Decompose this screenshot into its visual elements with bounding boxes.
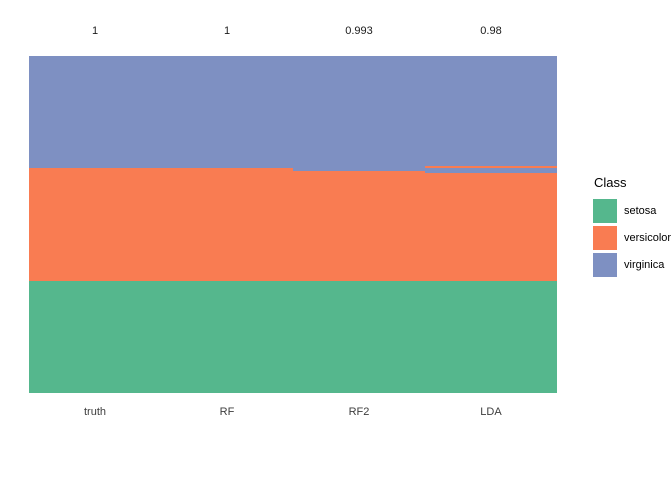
segment-setosa (161, 280, 293, 393)
legend-item-versicolor: versicolor (593, 226, 671, 250)
x-axis-label-RF2: RF2 (348, 406, 370, 418)
legend: Class setosa versicolor virginica (593, 175, 671, 280)
accuracy-annotation-RF: 1 (223, 25, 231, 37)
legend-swatch-versicolor (593, 226, 617, 250)
legend-title: Class (594, 175, 627, 190)
accuracy-annotation-truth: 1 (91, 25, 99, 37)
segment-versicolor (425, 166, 557, 169)
segment-setosa (425, 280, 557, 393)
mosaic-column-RF2 (293, 56, 425, 393)
legend-label-setosa: setosa (624, 205, 657, 217)
accuracy-annotation-RF2: 0.993 (345, 25, 373, 37)
legend-item-virginica: virginica (593, 253, 671, 277)
plot-area (29, 56, 557, 393)
segment-virginica (425, 168, 557, 173)
x-axis-label-RF: RF (219, 406, 235, 418)
legend-label-virginica: virginica (624, 259, 665, 271)
x-axis-label-truth: truth (83, 406, 106, 418)
legend-item-setosa: setosa (593, 199, 671, 223)
segment-versicolor (161, 168, 293, 281)
legend-swatch-virginica (593, 253, 617, 277)
segment-versicolor (29, 168, 161, 281)
legend-swatch-setosa (593, 199, 617, 223)
segment-setosa (293, 280, 425, 393)
segment-versicolor (293, 170, 425, 281)
segment-virginica (161, 56, 293, 169)
x-axis-label-LDA: LDA (480, 406, 502, 418)
segment-versicolor (425, 172, 557, 281)
mosaic-column-LDA (425, 56, 557, 393)
segment-virginica (29, 56, 161, 169)
segment-setosa (29, 280, 161, 393)
legend-items: setosa versicolor virginica (593, 199, 671, 277)
segment-virginica (425, 56, 557, 167)
mosaic-column-RF (161, 56, 293, 393)
segment-virginica (293, 56, 425, 171)
mosaic-column-truth (29, 56, 161, 393)
accuracy-annotation-LDA: 0.98 (480, 25, 502, 37)
legend-label-versicolor: versicolor (624, 232, 672, 244)
